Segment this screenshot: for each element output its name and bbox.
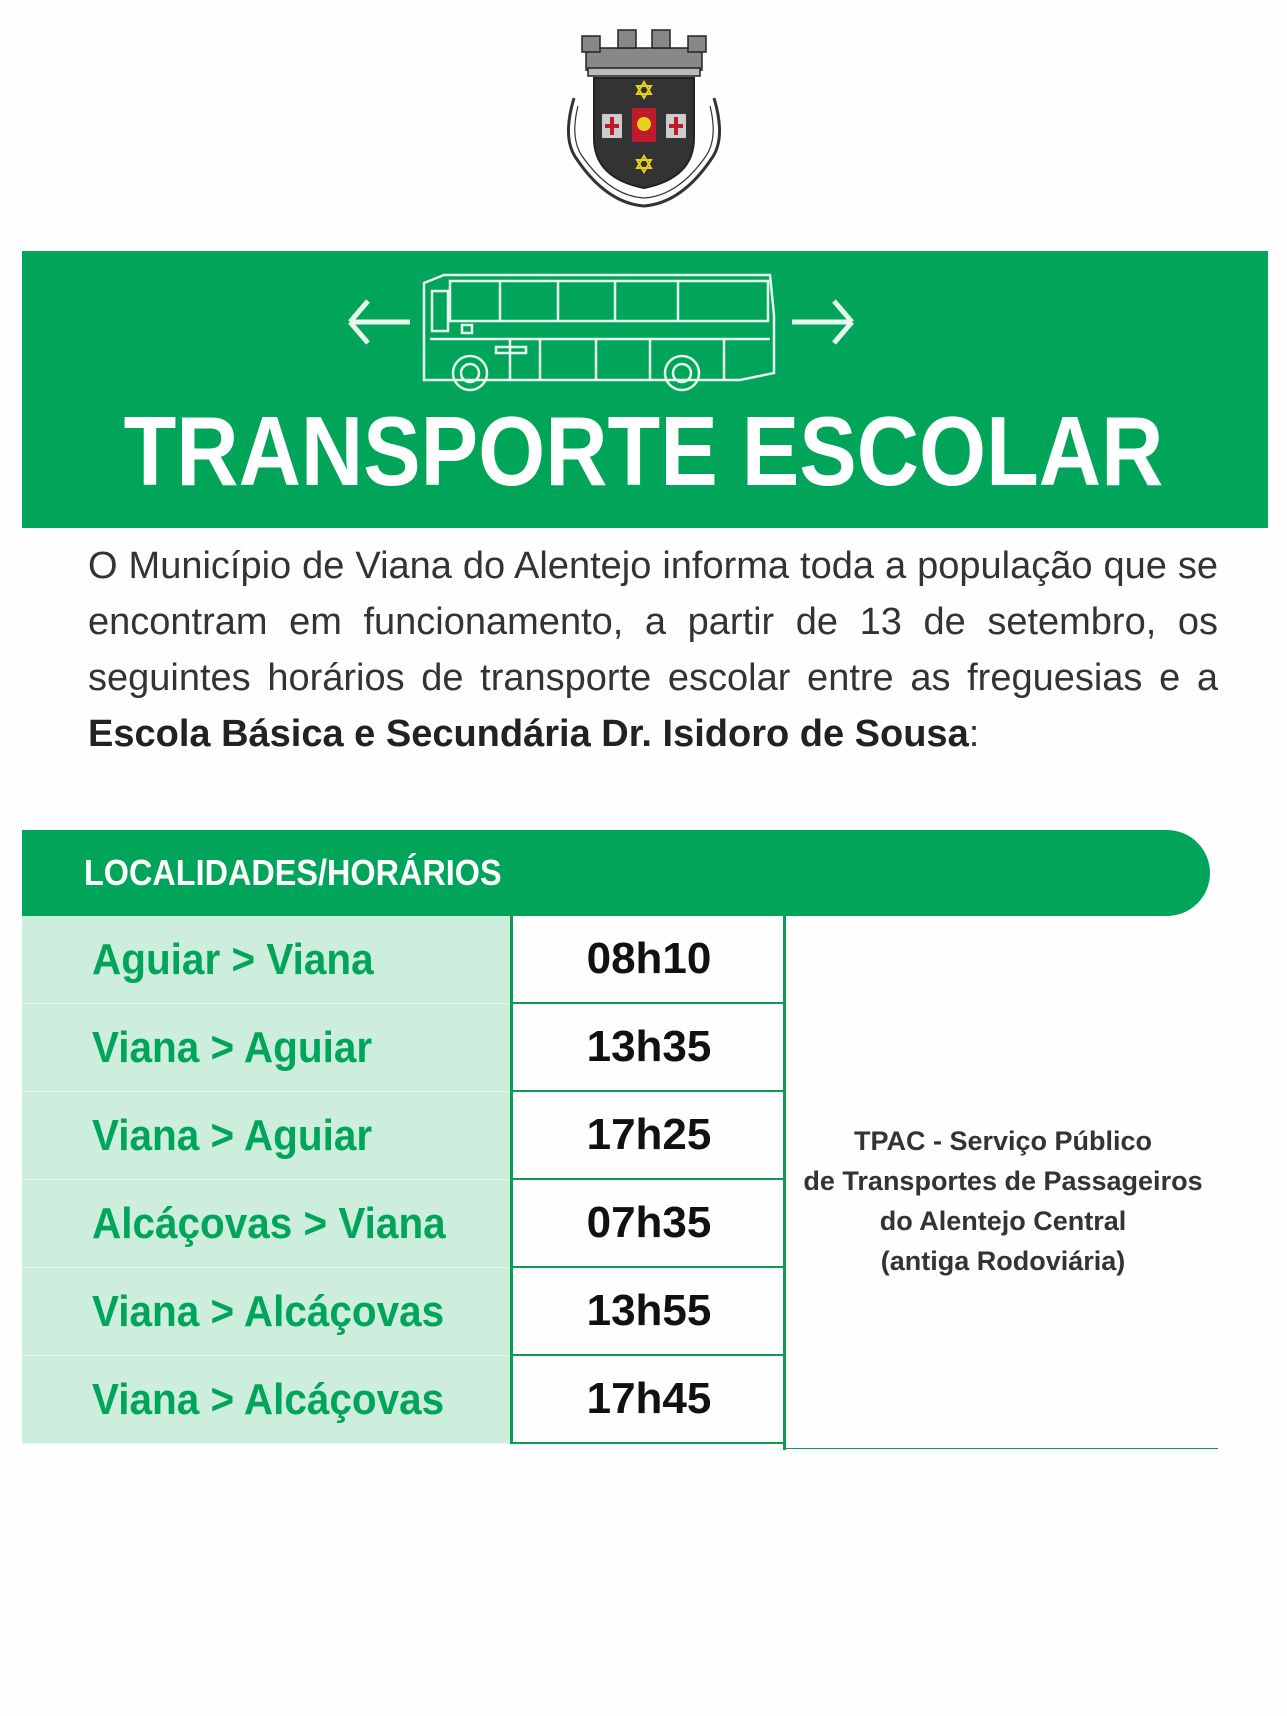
- route-cell: Viana > Aguiar: [22, 1092, 510, 1180]
- schedule-header: LOCALIDADES/HORÁRIOS: [22, 830, 1210, 916]
- operator-line: do Alentejo Central: [879, 1206, 1127, 1236]
- column-divider: [783, 916, 786, 1450]
- operator-line: de Transportes de Passageiros: [803, 1166, 1203, 1196]
- time-cell: 17h45: [510, 1356, 785, 1444]
- operator-info: TPAC - Serviço Público de Transportes de…: [788, 1121, 1218, 1281]
- bus-illustration: [348, 273, 854, 392]
- intro-punct: :: [968, 713, 980, 755]
- operator-line: (antiga Rodoviária): [880, 1246, 1126, 1276]
- time-cell: 13h35: [510, 1004, 785, 1092]
- time-cell: 13h55: [510, 1268, 785, 1356]
- schedule-header-label: LOCALIDADES/HORÁRIOS: [84, 852, 502, 893]
- school-name: Escola Básica e Secundária Dr. Isidoro d…: [88, 713, 969, 755]
- arrow-right-icon: [792, 299, 854, 345]
- route-cell: Viana > Alcáçovas: [22, 1356, 510, 1444]
- arrow-left-icon: [348, 299, 410, 345]
- intro-text: O Município de Viana do Alentejo informa…: [88, 545, 1218, 699]
- route-cell: Aguiar > Viana: [22, 916, 510, 1004]
- title-banner: [22, 251, 1268, 528]
- intro-paragraph: O Município de Viana do Alentejo informa…: [88, 538, 1218, 762]
- route-cell: Viana > Alcáçovas: [22, 1268, 510, 1356]
- route-cell: Alcáçovas > Viana: [22, 1180, 510, 1268]
- time-cell: 17h25: [510, 1092, 785, 1180]
- operator-line: TPAC - Serviço Público: [853, 1126, 1153, 1156]
- bus-icon: [422, 273, 776, 392]
- municipal-coat-of-arms-logo: [566, 29, 722, 208]
- page-title: TRANSPORTE ESCOLAR: [123, 396, 1164, 506]
- route-cell: Viana > Aguiar: [22, 1004, 510, 1092]
- table-bottom-rule: [786, 1448, 1218, 1449]
- time-cell: 08h10: [510, 916, 785, 1004]
- time-cell: 07h35: [510, 1180, 785, 1268]
